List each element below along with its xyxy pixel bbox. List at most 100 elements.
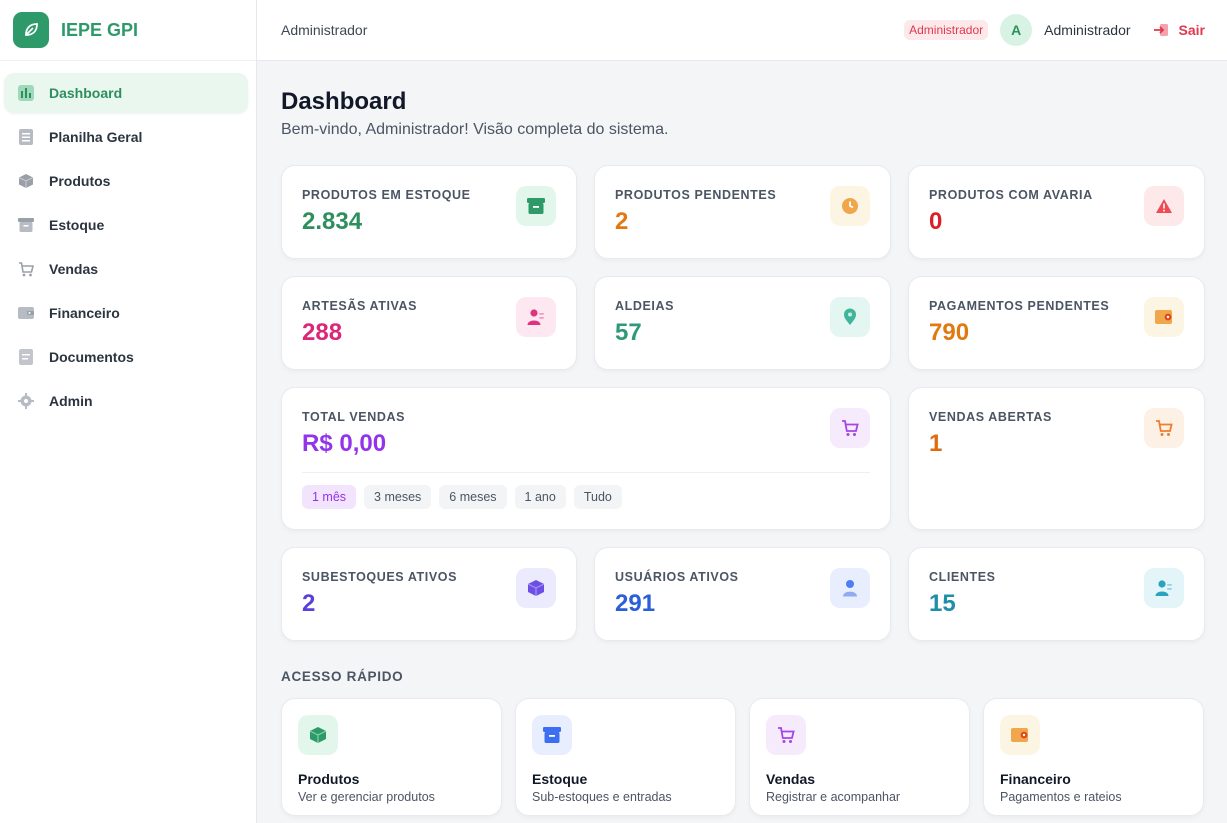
- avatar[interactable]: A: [1000, 14, 1033, 46]
- spreadsheet-icon: [18, 129, 34, 145]
- period-1-ano[interactable]: 1 ano: [514, 485, 566, 509]
- brand[interactable]: IEPE GPI: [0, 0, 256, 61]
- sidebar-item-label: Vendas: [49, 261, 99, 277]
- archive-icon: [532, 715, 572, 755]
- sidebar-item-estoque[interactable]: Estoque: [4, 205, 248, 245]
- quick-card-title: Financeiro: [1000, 771, 1071, 787]
- stat-label: Subestoques ativos: [302, 570, 458, 584]
- cube-icon: [516, 568, 556, 608]
- stats-grid: Produtos em estoque 2.834 Produtos pende…: [281, 165, 1205, 641]
- stat-label: Produtos com avaria: [929, 188, 1093, 202]
- stat-card-usuarios-ativos: Usuários ativos 291: [594, 547, 891, 641]
- stat-label: Pagamentos pendentes: [929, 299, 1110, 313]
- stat-value: 291: [615, 590, 656, 617]
- stat-label: Usuários ativos: [615, 570, 739, 584]
- sidebar-item-label: Admin: [49, 393, 93, 409]
- sidebar-item-vendas[interactable]: Vendas: [4, 249, 248, 289]
- stat-value: 15: [929, 590, 956, 617]
- brand-name: IEPE GPI: [61, 19, 139, 40]
- stat-value: 2: [302, 590, 316, 617]
- period-3-meses[interactable]: 3 meses: [364, 485, 432, 509]
- sidebar-item-financeiro[interactable]: Financeiro: [4, 293, 248, 333]
- users-icon: [516, 297, 556, 337]
- user-area: Administrador A Administrador Sair: [904, 14, 1205, 46]
- map-pin-icon: [830, 297, 870, 337]
- stat-card-aldeias: Aldeias 57: [594, 276, 891, 370]
- stat-value: 288: [302, 319, 343, 346]
- stat-label: Clientes: [929, 570, 996, 584]
- sidebar: IEPE GPI Dashboard Planilha Geral Produt…: [0, 0, 257, 823]
- archive-icon: [18, 217, 34, 233]
- stat-label: Total vendas: [302, 410, 406, 424]
- users-icon: [1144, 568, 1184, 608]
- quick-card-financeiro[interactable]: Financeiro Pagamentos e rateios: [983, 698, 1204, 816]
- cart-icon: [766, 715, 806, 755]
- archive-icon: [516, 186, 556, 226]
- logout-button[interactable]: Sair: [1153, 22, 1205, 38]
- quick-card-desc: Registrar e acompanhar: [766, 790, 901, 804]
- stat-card-clientes: Clientes 15: [908, 547, 1205, 641]
- period-1-mes[interactable]: 1 mês: [302, 485, 357, 509]
- sidebar-item-label: Produtos: [49, 173, 111, 189]
- quick-card-produtos[interactable]: Produtos Ver e gerenciar produtos: [281, 698, 502, 816]
- period-tudo[interactable]: Tudo: [573, 485, 622, 509]
- stat-card-pagamentos-pendentes: Pagamentos pendentes 790: [908, 276, 1205, 370]
- box-icon: [18, 173, 34, 189]
- stat-value: R$ 0,00: [302, 430, 387, 457]
- user-name[interactable]: Administrador: [1044, 22, 1131, 38]
- sidebar-item-produtos[interactable]: Produtos: [4, 161, 248, 201]
- stat-value: 57: [615, 319, 642, 346]
- stat-card-vendas-abertas: Vendas abertas 1: [908, 387, 1205, 530]
- bar-chart-icon: [18, 85, 34, 101]
- stat-card-artesas-ativas: Artesãs ativas 288: [281, 276, 577, 370]
- sidebar-item-label: Documentos: [49, 349, 134, 365]
- sidebar-item-dashboard[interactable]: Dashboard: [4, 73, 248, 113]
- stat-value: 1: [929, 430, 943, 457]
- sidebar-item-label: Dashboard: [49, 85, 123, 101]
- wallet-icon: [1000, 715, 1040, 755]
- quick-card-estoque[interactable]: Estoque Sub-estoques e entradas: [515, 698, 736, 816]
- stat-card-total-vendas: Total vendas R$ 0,00 1 mês 3 meses 6 mes…: [281, 387, 891, 530]
- sidebar-item-admin[interactable]: Admin: [4, 381, 248, 421]
- stat-value: 2.834: [302, 208, 363, 235]
- wallet-icon: [1144, 297, 1184, 337]
- quick-card-title: Vendas: [766, 771, 816, 787]
- cart-icon: [1144, 408, 1184, 448]
- box-icon: [298, 715, 338, 755]
- role-badge: Administrador: [904, 20, 989, 40]
- stat-label: Produtos em estoque: [302, 188, 471, 202]
- stat-label: Aldeias: [615, 299, 675, 313]
- gear-icon: [18, 393, 34, 409]
- logout-icon: [1153, 22, 1169, 38]
- sidebar-item-planilha-geral[interactable]: Planilha Geral: [4, 117, 248, 157]
- sidebar-nav: Dashboard Planilha Geral Produtos Estoqu…: [0, 61, 256, 421]
- top-bar: Administrador Administrador A Administra…: [257, 0, 1227, 61]
- divider: [302, 472, 870, 473]
- stat-value: 0: [929, 208, 943, 235]
- logout-label: Sair: [1178, 22, 1205, 38]
- quick-card-vendas[interactable]: Vendas Registrar e acompanhar: [749, 698, 970, 816]
- quick-access-title: ACESSO RÁPIDO: [281, 669, 404, 684]
- stat-value: 790: [929, 319, 970, 346]
- quick-card-title: Produtos: [298, 771, 360, 787]
- stat-value: 2: [615, 208, 629, 235]
- clock-icon: [830, 186, 870, 226]
- quick-card-title: Estoque: [532, 771, 588, 787]
- sidebar-item-label: Planilha Geral: [49, 129, 143, 145]
- main-content: Dashboard Bem-vindo, Administrador! Visã…: [257, 61, 1227, 823]
- sidebar-item-documentos[interactable]: Documentos: [4, 337, 248, 377]
- stat-card-produtos-estoque: Produtos em estoque 2.834: [281, 165, 577, 259]
- stat-label: Produtos pendentes: [615, 188, 777, 202]
- stat-label: Artesãs ativas: [302, 299, 418, 313]
- period-6-meses[interactable]: 6 meses: [439, 485, 507, 509]
- stat-label: Vendas abertas: [929, 410, 1052, 424]
- quick-access: Produtos Ver e gerenciar produtos Estoqu…: [281, 698, 1205, 816]
- page-title: Dashboard: [281, 88, 407, 115]
- quick-card-desc: Pagamentos e rateios: [1000, 790, 1122, 804]
- cart-icon: [18, 261, 34, 277]
- stat-card-produtos-pendentes: Produtos pendentes 2: [594, 165, 891, 259]
- document-icon: [18, 349, 34, 365]
- sidebar-item-label: Estoque: [49, 217, 105, 233]
- quick-card-desc: Sub-estoques e entradas: [532, 790, 672, 804]
- user-icon: [830, 568, 870, 608]
